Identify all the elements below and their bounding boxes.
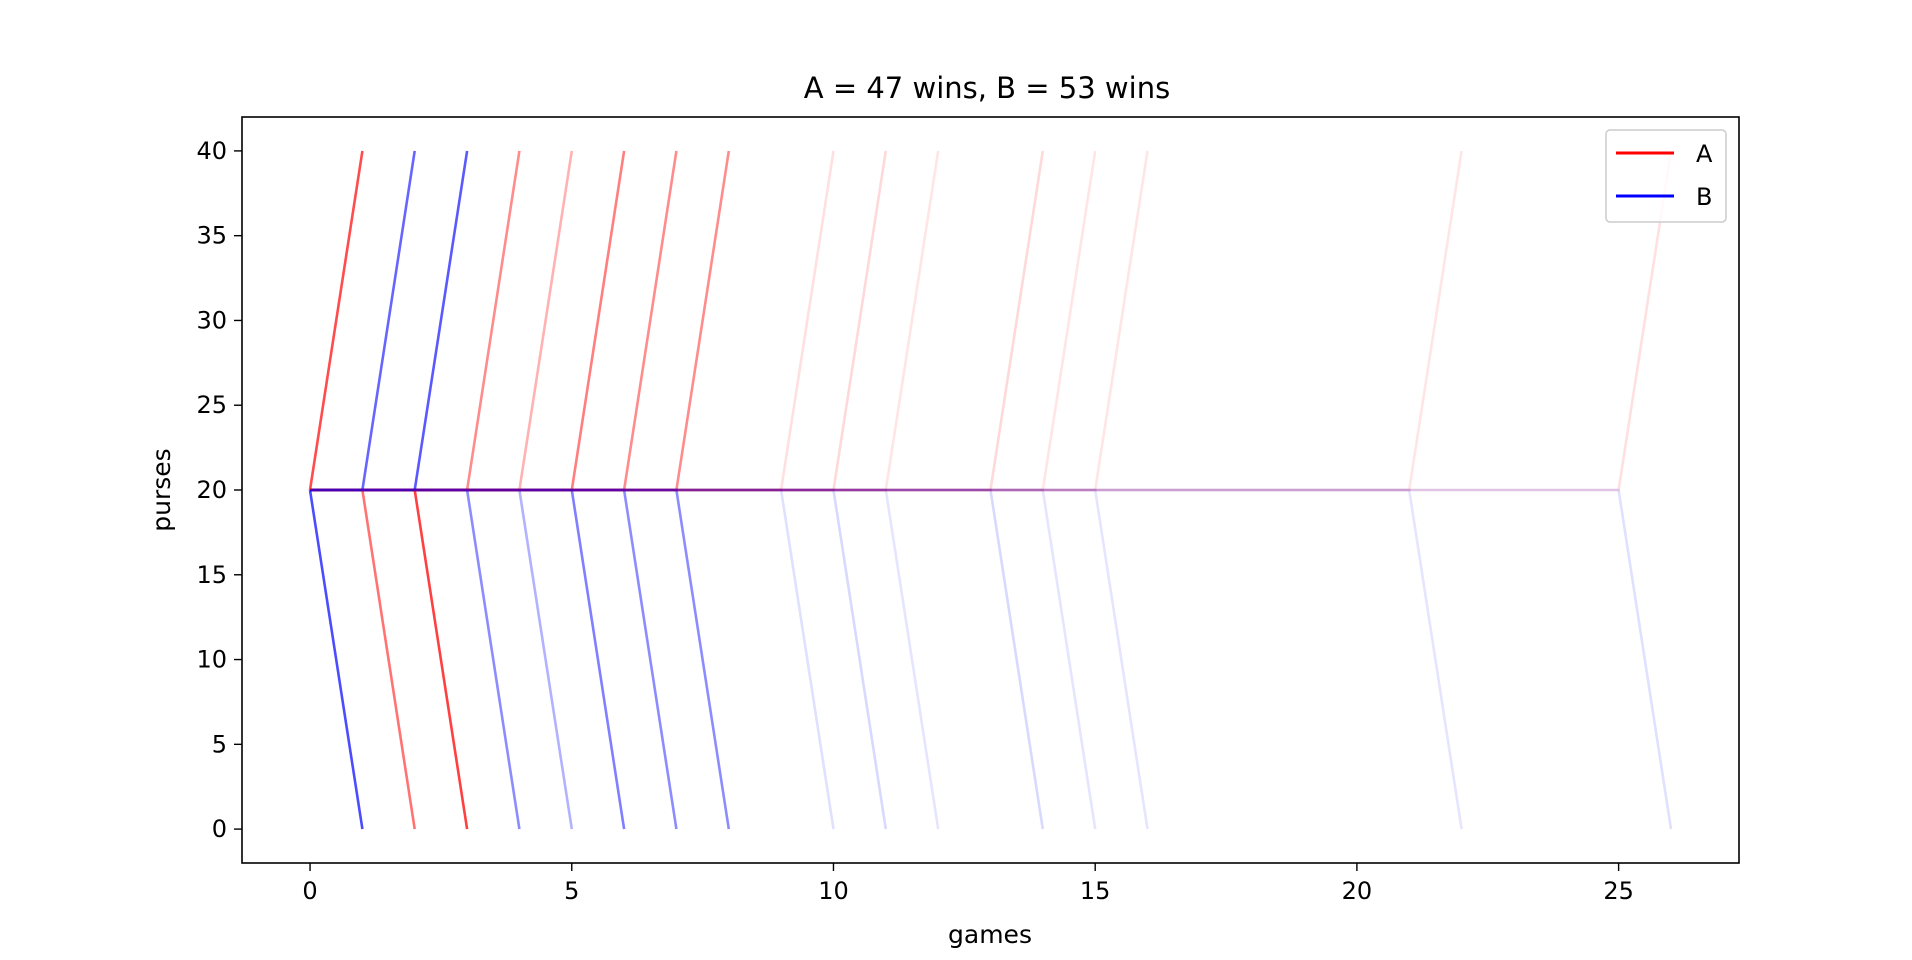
x-tick-label: 20 bbox=[1342, 877, 1373, 905]
x-tick-label: 15 bbox=[1080, 877, 1111, 905]
plot-lines bbox=[308, 150, 1673, 830]
x-axis: 0 5 10 15 20 25 bbox=[302, 863, 1634, 905]
chart-title: A = 47 wins, B = 53 wins bbox=[804, 71, 1170, 105]
y-tick-label: 30 bbox=[196, 306, 227, 334]
legend-label-a: A bbox=[1696, 140, 1713, 168]
y-axis-label: purses bbox=[147, 448, 176, 531]
series-line-a-2 bbox=[310, 150, 1463, 492]
y-tick-label: 40 bbox=[196, 137, 227, 165]
series-line-a-30 bbox=[308, 150, 364, 491]
y-tick-label: 35 bbox=[196, 222, 227, 250]
x-tick-label: 5 bbox=[564, 877, 579, 905]
y-tick-label: 5 bbox=[212, 730, 227, 758]
x-tick-label: 10 bbox=[818, 877, 849, 905]
y-axis: 0 5 10 15 20 25 30 35 40 bbox=[196, 137, 242, 843]
x-tick-label: 25 bbox=[1603, 877, 1634, 905]
y-tick-label: 15 bbox=[196, 561, 227, 589]
x-axis-label: games bbox=[948, 920, 1032, 949]
y-tick-label: 25 bbox=[196, 391, 227, 419]
x-tick-label: 0 bbox=[302, 877, 317, 905]
series-line-b-29 bbox=[310, 150, 416, 492]
series-line-b-1 bbox=[310, 488, 1673, 830]
legend: A B bbox=[1605, 129, 1727, 223]
series-line-a-0 bbox=[310, 150, 1673, 492]
series-line-b-3 bbox=[310, 488, 1463, 830]
y-tick-label: 10 bbox=[196, 646, 227, 674]
y-tick-label: 20 bbox=[196, 476, 227, 504]
series-line-b-31 bbox=[308, 489, 364, 830]
y-tick-label: 0 bbox=[212, 815, 227, 843]
legend-label-b: B bbox=[1696, 183, 1712, 211]
